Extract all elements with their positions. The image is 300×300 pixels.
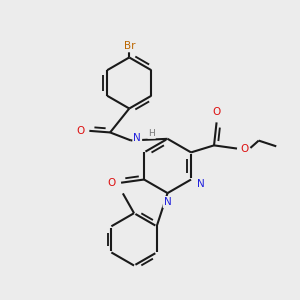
Text: N: N xyxy=(197,179,205,189)
Text: Br: Br xyxy=(124,41,135,51)
Text: O: O xyxy=(212,107,221,117)
Text: H: H xyxy=(148,129,155,138)
Text: O: O xyxy=(240,144,248,154)
Text: N: N xyxy=(164,197,171,207)
Text: O: O xyxy=(107,178,116,188)
Text: N: N xyxy=(134,133,141,143)
Text: O: O xyxy=(76,126,85,136)
